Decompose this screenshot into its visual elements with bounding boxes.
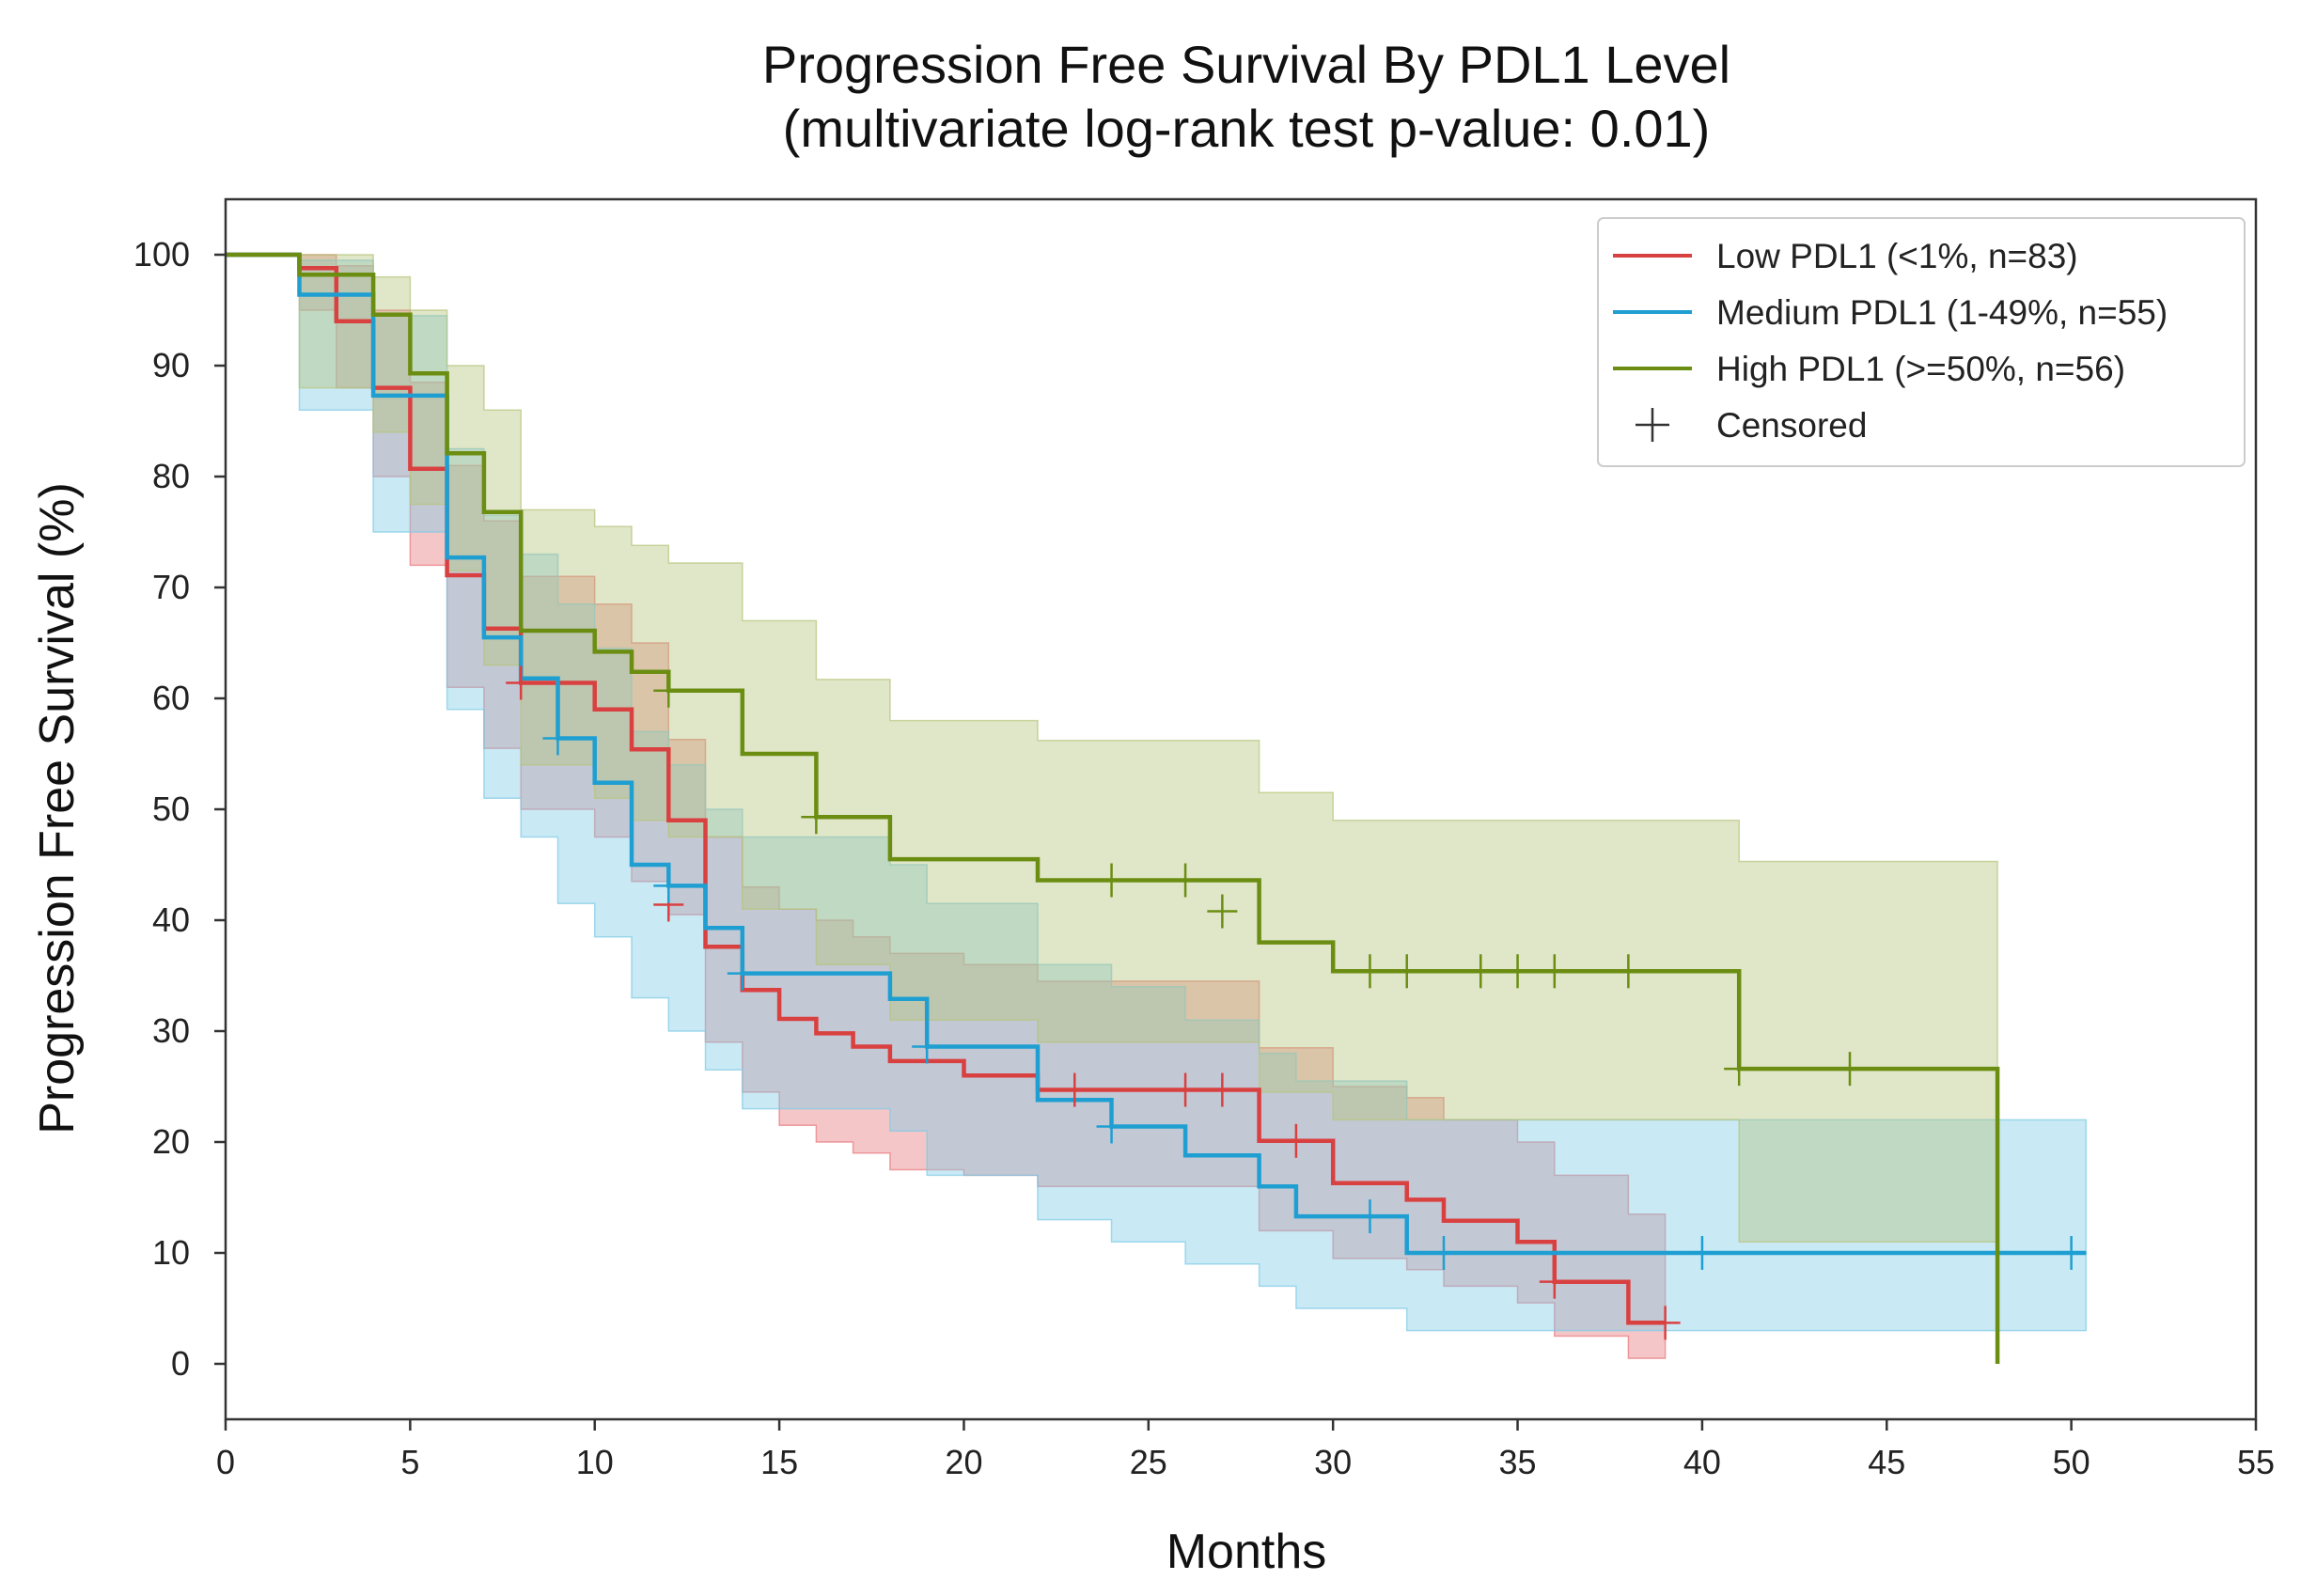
x-axis: 0 5 10 15 20 25 30 35 40 45 50 55 [216,1419,2275,1481]
censor-mark-high [801,800,832,835]
legend-label-medium: Medium PDL1 (1-49%, n=55) [1716,293,2168,332]
survival-line-medium [226,252,2087,1256]
censored-markers [506,665,2087,1340]
censor-mark-medium [1686,1236,1717,1270]
y-axis: 0 10 20 30 40 50 60 70 80 90 100 [133,235,226,1383]
x-axis-label: Months [1166,1525,1327,1579]
survival-line-high [226,252,2000,1364]
censor-mark-low [1170,1072,1201,1107]
censor-mark-high [1539,954,1570,989]
censor-mark-low [1650,1306,1681,1340]
survival-curves [226,252,2087,1364]
censor-mark-medium [1429,1236,1459,1270]
censor-mark-low [506,665,537,700]
chart-title: Progression Free Survival By PDL1 Level [762,35,1730,94]
y-tick-label: 20 [152,1122,190,1161]
censor-mark-medium [912,1029,943,1064]
legend-label-high: High PDL1 (>=50%, n=56) [1716,350,2125,388]
censor-mark-high [653,673,684,708]
censor-mark-medium [2056,1236,2087,1270]
y-axis-label: Progression Free Survival (%) [30,482,85,1134]
y-tick-label: 80 [152,457,190,495]
censor-mark-high [1613,954,1644,989]
y-tick-label: 60 [152,679,190,717]
censor-mark-high [1502,954,1533,989]
censor-mark-high [1391,954,1422,989]
legend-label-censored: Censored [1716,406,1867,445]
x-tick-label: 40 [1683,1443,1721,1481]
y-tick-label: 50 [152,790,190,828]
censor-mark-high [1096,863,1127,898]
censor-mark-high [1207,894,1238,929]
x-tick-label: 55 [2237,1443,2275,1481]
y-tick-label: 40 [152,900,190,939]
legend-frame [1597,217,2246,467]
censor-mark-medium [727,956,758,991]
censor-mark-low [1207,1072,1238,1107]
x-tick-label: 15 [760,1443,798,1481]
censor-mark-medium [1354,1199,1385,1234]
x-tick-label: 0 [216,1443,235,1481]
x-tick-label: 10 [576,1443,614,1481]
x-tick-label: 50 [2053,1443,2090,1481]
censor-mark-high [1354,954,1385,989]
legend-label-low: Low PDL1 (<1%, n=83) [1716,237,2078,275]
censor-mark-high [1835,1052,1865,1087]
x-tick-label: 25 [1130,1443,1167,1481]
y-tick-label: 30 [152,1011,190,1050]
survival-line-low [226,252,1666,1325]
x-tick-label: 5 [400,1443,419,1481]
censor-mark-medium [542,721,573,756]
y-tick-label: 70 [152,568,190,606]
censor-mark-medium [1096,1109,1127,1144]
censor-mark-high [1465,954,1496,989]
legend: Low PDL1 (<1%, n=83) Medium PDL1 (1-49%,… [1597,217,2246,467]
y-tick-label: 0 [171,1344,190,1383]
censor-mark-medium [653,868,684,903]
censor-mark-low [1059,1072,1090,1107]
censor-mark-high [1170,863,1201,898]
censor-mark-high [1724,1052,1755,1087]
censor-mark-low [1539,1264,1570,1299]
legend-swatch-censored [1636,408,1669,442]
y-tick-label: 100 [133,235,190,274]
x-tick-label: 20 [945,1443,982,1481]
chart-subtitle: (multivariate log-rank test p-value: 0.0… [783,99,1711,158]
x-tick-label: 45 [1868,1443,1905,1481]
censor-mark-low [1280,1123,1311,1158]
x-tick-label: 35 [1499,1443,1537,1481]
x-tick-label: 30 [1314,1443,1352,1481]
y-tick-label: 10 [152,1233,190,1272]
y-tick-label: 90 [152,346,190,384]
